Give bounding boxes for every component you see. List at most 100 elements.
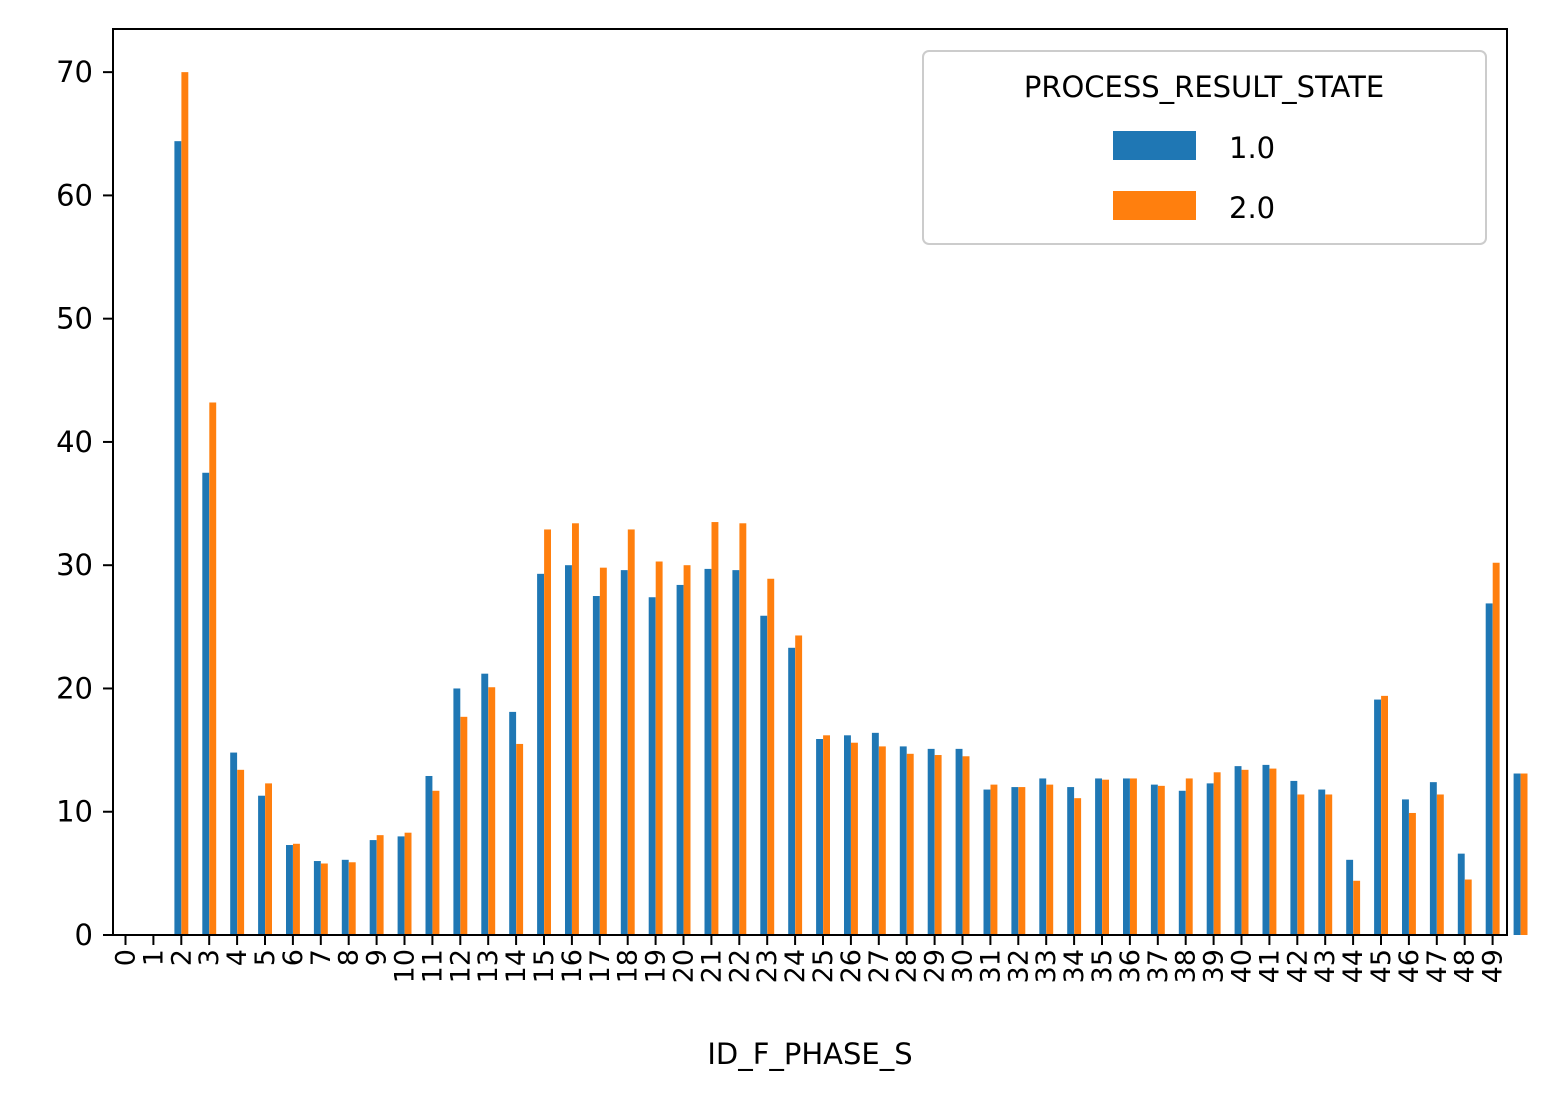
x-tick-label: 33 [1031, 949, 1062, 983]
bar-series-2-cat-16 [599, 567, 607, 935]
y-tick-label: 70 [56, 55, 93, 89]
x-tick-label: 1 [138, 949, 169, 966]
x-tick-label: 43 [1310, 949, 1341, 983]
bar-series-1-cat-34 [1095, 778, 1102, 935]
bar-series-1-cat-9 [397, 836, 405, 935]
bar-series-2-cat-19 [683, 565, 691, 935]
bar-series-1-cat-45 [1402, 799, 1409, 935]
bar-series-1-cat-19 [676, 584, 684, 935]
legend-box [922, 50, 1487, 245]
x-tick-label: 0 [111, 949, 142, 966]
bar-series-2-cat-32 [1046, 784, 1054, 935]
y-tick-label: 40 [56, 425, 93, 459]
x-tick-label: 17 [585, 949, 616, 983]
bar-series-2-cat-43 [1353, 880, 1361, 935]
bar-series-1-cat-30 [983, 789, 991, 935]
x-tick-label: 37 [1143, 949, 1174, 983]
x-axis: 0123456789101112131415161718192021222324… [111, 935, 1509, 983]
bar-series-1-cat-26 [871, 732, 879, 935]
bar-series-1-cat-29 [955, 748, 963, 935]
bar-series-1-cat-28 [927, 748, 935, 935]
x-tick-label: 39 [1199, 949, 1230, 983]
bar-series-2-cat-48 [1492, 562, 1500, 935]
bar-series-1-cat-36 [1150, 784, 1158, 935]
bar-series-2-cat-22 [767, 578, 775, 935]
bar-series-1-cat-40 [1262, 764, 1270, 935]
bar-series-2-cat-27 [906, 753, 914, 935]
y-tick-label: 60 [56, 178, 93, 212]
bar-series-2-cat-1 [181, 72, 189, 935]
x-tick-label: 3 [194, 949, 225, 966]
bar-series-2-cat-25 [851, 742, 858, 935]
bar-series-2-cat-30 [990, 784, 998, 935]
bar-series-2-cat-42 [1325, 794, 1333, 935]
bar-series-1-cat-22 [760, 615, 768, 935]
x-tick-label: 22 [724, 949, 755, 983]
x-tick-label: 14 [501, 949, 532, 983]
bar-series-1-cat-18 [648, 597, 656, 935]
x-tick-label: 16 [557, 949, 588, 983]
bar-series-1-cat-4 [258, 795, 265, 935]
bar-series-2-cat-15 [572, 523, 579, 935]
bar-series-1-cat-14 [537, 573, 544, 935]
x-tick-label: 12 [445, 949, 476, 983]
legend-title: PROCESS_RESULT_STATE [1024, 70, 1384, 104]
x-tick-label: 47 [1422, 949, 1453, 983]
bar-series-1-cat-32 [1039, 778, 1047, 935]
bar-series-2-cat-12 [488, 687, 496, 935]
y-tick-label: 10 [56, 795, 93, 829]
bar-series-1-cat-15 [565, 565, 572, 935]
x-tick-label: 49 [1478, 949, 1509, 983]
y-axis: 0 10 20 30 40 50 60 70 [56, 55, 113, 952]
bar-series-2-cat-2 [209, 402, 217, 935]
bar-series-2-cat-6 [320, 863, 328, 935]
x-tick-label: 25 [808, 949, 839, 983]
bar-series-1-cat-16 [592, 596, 600, 935]
bar-series-2-cat-28 [934, 755, 942, 935]
legend-label-series-2: 2.0 [1229, 191, 1275, 225]
legend-swatch-series-2 [1113, 191, 1196, 220]
legend-swatch-series-1 [1113, 131, 1196, 160]
bar-series-2-cat-4 [265, 783, 272, 935]
bar-series-2-cat-29 [962, 756, 970, 935]
x-tick-label: 23 [752, 949, 783, 983]
bar-series-2-cat-31 [1018, 787, 1026, 935]
bar-series-2-cat-7 [348, 862, 356, 935]
bar-series-2-cat-47 [1464, 879, 1472, 935]
bar-series-2-cat-40 [1269, 768, 1277, 935]
bar-series-1-cat-24 [816, 739, 823, 935]
x-tick-label: 29 [920, 949, 951, 983]
legend-label-series-1: 1.0 [1229, 131, 1275, 165]
bar-series-2-cat-39 [1241, 769, 1249, 935]
bar-series-1-cat-6 [313, 861, 321, 935]
x-tick-label: 41 [1254, 949, 1285, 983]
bar-series-2-cat-41 [1297, 794, 1305, 935]
x-tick-label: 8 [334, 949, 365, 966]
x-tick-label: 19 [641, 949, 672, 983]
bar-series-1-cat-46 [1429, 782, 1437, 935]
x-tick-label: 13 [473, 949, 504, 983]
bar-series-1-cat-31 [1011, 787, 1019, 935]
bar-series-2-cat-46 [1436, 794, 1444, 935]
bar-series-2-cat-37 [1185, 778, 1193, 935]
x-tick-label: 42 [1282, 949, 1313, 983]
bar-series-2-cat-18 [655, 561, 663, 935]
bar-series-2-cat-11 [460, 716, 468, 935]
bar-series-2-cat-21 [739, 523, 747, 935]
x-tick-label: 34 [1059, 949, 1090, 983]
bar-series-2-cat-35 [1130, 778, 1137, 935]
bar-series-2-cat-10 [432, 790, 440, 935]
bar-series-1-cat-12 [481, 673, 489, 935]
x-tick-label: 15 [529, 949, 560, 983]
x-tick-label: 38 [1171, 949, 1202, 983]
x-tick-label: 28 [892, 949, 923, 983]
bar-series-2-cat-20 [711, 522, 719, 935]
x-tick-label: 20 [669, 949, 700, 983]
bar-series-1-cat-21 [732, 570, 740, 935]
bar-series-2-cat-17 [627, 529, 635, 935]
bar-series-2-cat-23 [795, 635, 803, 935]
x-tick-label: 35 [1087, 949, 1118, 983]
bar-series-1-cat-11 [453, 688, 461, 935]
bar-series-1-cat-43 [1346, 859, 1354, 935]
